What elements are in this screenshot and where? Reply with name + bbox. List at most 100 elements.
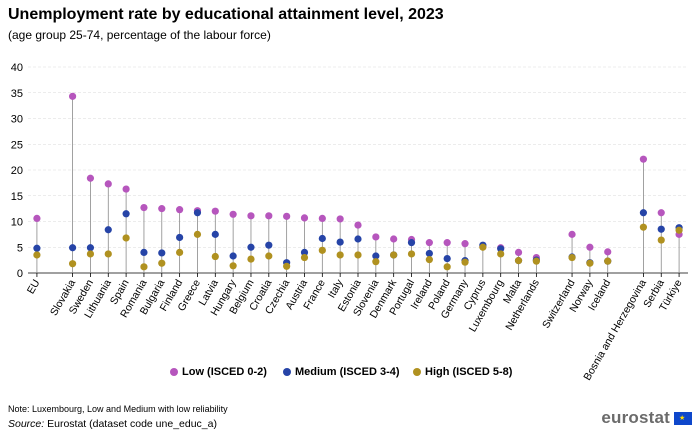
point-medium-0	[33, 244, 41, 252]
point-high-31	[586, 259, 594, 267]
point-high-9	[193, 230, 202, 238]
chart-subtitle: (age group 25-74, percentage of the labo…	[8, 28, 271, 42]
point-low-8	[176, 206, 184, 214]
y-tick-label-10: 10	[11, 217, 23, 229]
point-low-23	[443, 239, 451, 247]
point-medium-11	[229, 252, 237, 260]
point-high-22	[425, 256, 433, 264]
y-tick-label-35: 35	[11, 88, 23, 100]
eu-flag-icon: ★	[674, 411, 692, 425]
point-high-5	[122, 234, 130, 242]
point-low-7	[158, 205, 166, 213]
point-low-5	[122, 185, 130, 193]
point-low-18	[354, 221, 362, 229]
point-medium-10	[211, 230, 219, 238]
point-medium-12	[247, 243, 255, 251]
point-medium-6	[140, 248, 148, 256]
point-high-30	[568, 253, 576, 262]
point-high-0	[33, 251, 41, 259]
point-high-21	[407, 250, 416, 258]
point-low-6	[140, 203, 148, 212]
y-tick-label-20: 20	[11, 165, 23, 177]
point-high-24	[461, 258, 469, 266]
point-low-2	[68, 92, 77, 100]
point-high-7	[158, 259, 166, 267]
point-low-0	[33, 214, 41, 223]
point-low-24	[461, 240, 469, 248]
point-low-14	[283, 212, 291, 220]
point-low-15	[300, 214, 309, 222]
source-label: Source:	[8, 418, 45, 430]
point-high-13	[265, 252, 273, 260]
point-medium-8	[176, 233, 184, 242]
point-high-17	[336, 251, 344, 259]
point-medium-9	[193, 209, 202, 217]
point-medium-19	[372, 252, 380, 260]
y-tick-label-40: 40	[11, 62, 23, 74]
legend-item-high: High (ISCED 5-8)	[413, 366, 512, 378]
point-high-3	[86, 250, 95, 258]
y-tick-label-25: 25	[11, 139, 23, 151]
legend-item-medium: Medium (ISCED 3-4)	[283, 366, 400, 378]
legend-dot-medium	[283, 368, 291, 376]
point-medium-22	[425, 249, 433, 258]
point-medium-34	[639, 209, 648, 217]
point-high-11	[229, 262, 237, 270]
legend-label-medium: Medium (ISCED 3-4)	[295, 366, 400, 378]
footnote: Note: Luxembourg, Low and Medium with lo…	[8, 404, 228, 414]
point-high-35	[657, 236, 665, 244]
legend-label-high: High (ISCED 5-8)	[425, 366, 513, 378]
point-medium-3	[86, 244, 95, 252]
point-low-17	[336, 215, 344, 223]
point-high-10	[211, 252, 219, 261]
chart-title: Unemployment rate by educational attainm…	[8, 6, 444, 23]
point-high-20	[390, 251, 398, 259]
point-medium-17	[336, 238, 344, 246]
point-high-6	[140, 263, 148, 271]
point-medium-16	[318, 234, 326, 243]
point-medium-18	[354, 235, 362, 243]
point-high-14	[283, 262, 291, 270]
legend-label-low: Low (ISCED 0-2)	[182, 366, 267, 378]
point-medium-15	[300, 248, 309, 256]
point-medium-21	[407, 239, 416, 247]
point-medium-35	[657, 225, 665, 233]
point-low-22	[425, 239, 433, 247]
point-low-35	[657, 209, 665, 217]
point-high-4	[104, 250, 112, 258]
logo-wordmark: eurostat	[601, 408, 670, 427]
point-high-2	[68, 260, 77, 268]
eurostat-logo[interactable]: eurostat ★	[601, 408, 692, 428]
point-high-8	[176, 248, 184, 256]
point-high-34	[639, 223, 648, 231]
point-medium-4	[104, 226, 112, 234]
point-high-16	[318, 246, 326, 254]
point-low-31	[586, 243, 594, 251]
point-low-3	[86, 174, 95, 182]
point-low-27	[514, 248, 523, 256]
point-low-19	[372, 233, 380, 241]
x-tick-label-34: Bosnia and Herzegovina	[581, 277, 649, 382]
point-low-20	[390, 235, 398, 243]
point-medium-7	[158, 249, 166, 257]
x-tick-label-0: EU	[25, 278, 43, 297]
point-low-16	[318, 214, 326, 223]
point-medium-23	[443, 254, 451, 263]
legend-item-low: Low (ISCED 0-2)	[170, 366, 267, 378]
point-low-13	[265, 212, 273, 220]
legend-dot-low	[170, 368, 178, 376]
point-medium-5	[122, 210, 130, 218]
point-medium-2	[68, 244, 77, 252]
legend-dot-high	[413, 368, 421, 376]
point-medium-13	[265, 241, 273, 249]
y-tick-label-30: 30	[11, 114, 23, 126]
point-high-23	[443, 263, 451, 271]
point-high-12	[247, 255, 255, 263]
point-low-30	[568, 230, 576, 238]
point-low-4	[104, 180, 112, 188]
point-high-28	[532, 257, 540, 265]
point-high-18	[354, 251, 362, 259]
point-high-36	[675, 226, 683, 234]
y-tick-label-15: 15	[11, 191, 23, 203]
